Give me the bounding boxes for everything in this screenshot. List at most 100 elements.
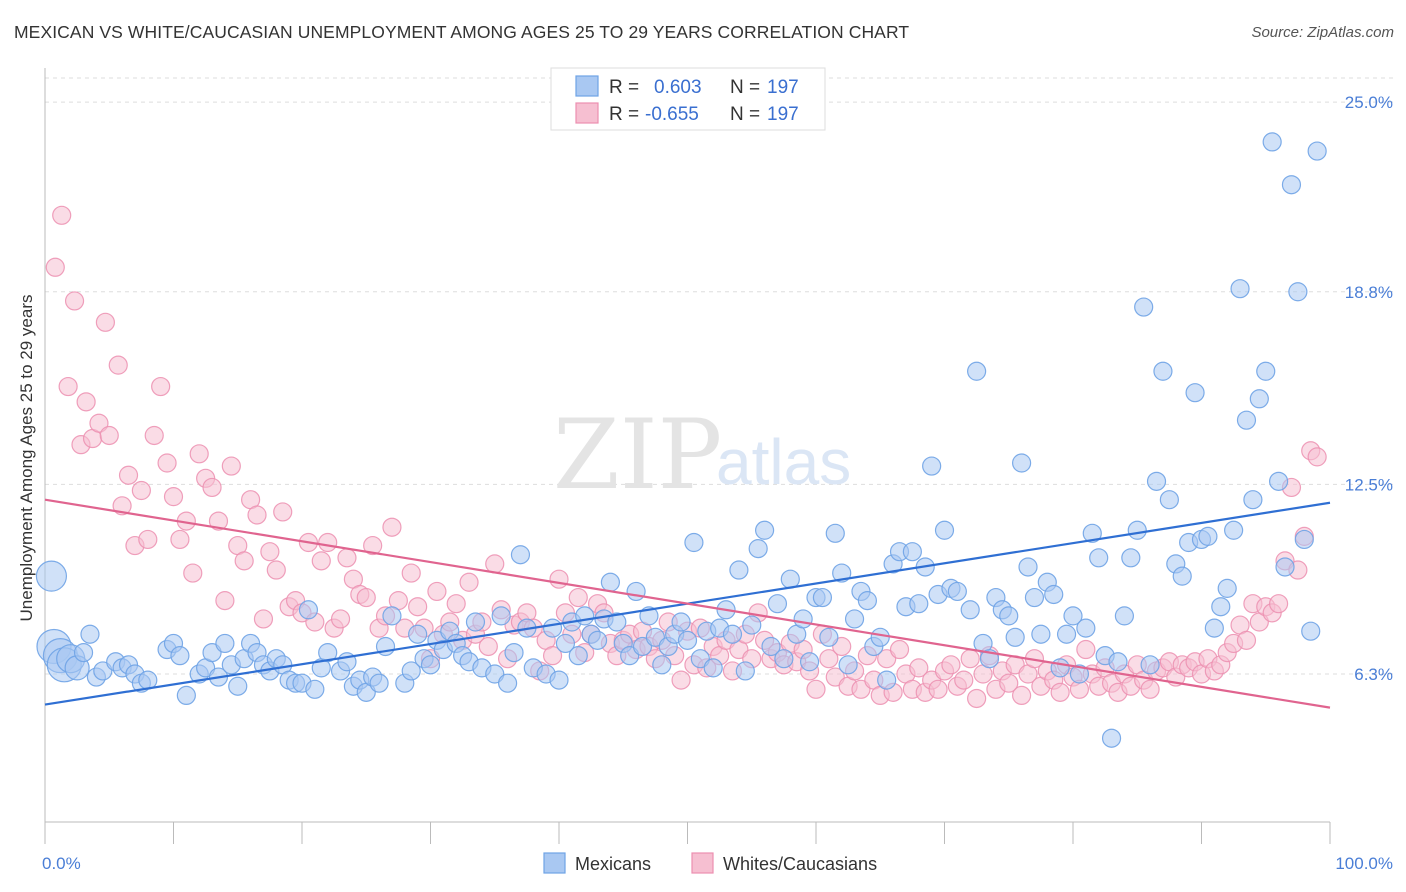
mexicans-point-40 (318, 642, 338, 663)
whites-point-7 (89, 413, 109, 433)
watermark-atlas: atlas (716, 426, 851, 498)
mexicans-point-75 (568, 646, 588, 666)
mexicans-point-99 (722, 624, 743, 644)
mexicans-point-135 (960, 600, 980, 620)
mexicans-point-128 (909, 594, 929, 614)
whites-point-98 (671, 670, 691, 690)
mexicans-point-153 (1076, 618, 1096, 638)
whites-point-25 (202, 477, 222, 498)
mexicans-point-161 (1127, 520, 1147, 540)
mexicans-point-88 (652, 655, 672, 675)
whites-point-69 (485, 554, 505, 574)
watermark: ZIP atlas (553, 399, 851, 511)
mexicans-point-113 (812, 587, 833, 608)
x-tick-label-1: 100.0% (1335, 854, 1393, 873)
whites-point-0 (45, 257, 65, 277)
mexicans-point-132 (934, 520, 955, 540)
whites-point-119 (806, 679, 826, 699)
watermark-zip: ZIP (553, 399, 722, 511)
whites-point-56 (401, 563, 421, 583)
x-tick-labels: 0.0% 100.0% (42, 854, 1393, 873)
whites-point-46 (337, 548, 357, 568)
whites-point-16 (144, 425, 164, 446)
mexicans-point-116 (832, 563, 852, 583)
mexicans-point-120 (857, 591, 878, 611)
mexicans-point-47 (369, 673, 389, 693)
mexicans-point-111 (799, 652, 820, 672)
mexicans-point-170 (1185, 383, 1205, 403)
mexicans-point-145 (1024, 587, 1045, 608)
whites-point-60 (427, 581, 447, 602)
whites-point-23 (189, 444, 209, 464)
y-axis-label: Unemployment Among Ages 25 to 29 years (17, 295, 36, 622)
mexicans-point-158 (1108, 652, 1128, 672)
legend-n-label-1: N = (730, 77, 760, 98)
mexicans-point-181 (1256, 361, 1276, 381)
legend-r-value-2: -0.655 (645, 104, 699, 125)
whites-point-138 (928, 679, 948, 699)
whites-point-197 (1307, 447, 1327, 467)
mexicans-point-26 (228, 676, 248, 696)
mexicans-point-37 (298, 600, 319, 620)
whites-point-20 (170, 529, 190, 550)
bottom-legend: Mexicans Whites/Caucasians (543, 852, 877, 874)
mexicans-point-155 (1089, 548, 1109, 568)
mexicans-point-76 (575, 606, 595, 626)
whites-point-157 (1050, 682, 1070, 702)
whites-point-142 (954, 670, 974, 690)
whites-point-53 (382, 517, 402, 537)
mexicans-point-184 (1275, 557, 1295, 577)
mexicans-point-18 (170, 646, 190, 666)
mexicans-point-189 (1307, 141, 1327, 161)
mexicans-point-173 (1204, 618, 1224, 638)
whites-point-82 (568, 587, 588, 608)
whites-point-143 (960, 649, 980, 669)
mexicans-point-49 (382, 606, 402, 626)
whites-point-17 (151, 376, 171, 397)
whites-point-43 (318, 532, 338, 553)
mexicans-point-114 (819, 627, 839, 647)
whites-point-26 (208, 511, 229, 531)
whites-point-11 (112, 496, 132, 516)
whites-trend-line (44, 498, 1331, 709)
mexicans-point-67 (510, 545, 531, 565)
mexicans-point-151 (1063, 606, 1083, 626)
mexicans-point-136 (967, 361, 987, 381)
mexicans-point-100 (729, 560, 749, 580)
y-tick-labels: 6.3% 12.5% 18.8% 25.0% (1345, 93, 1393, 684)
mexicans-point-71 (542, 618, 563, 638)
legend-pink-swatch (575, 102, 599, 124)
mexicans-point-93 (684, 532, 704, 553)
mexicans-point-159 (1114, 606, 1135, 626)
legend-box: R = 0.603 N = 197 R = -0.655 N = 197 (550, 67, 826, 131)
mexicans-point-162 (1134, 297, 1154, 317)
whites-point-12 (118, 465, 139, 485)
mexicans-point-134 (947, 581, 967, 602)
whites-point-10 (108, 355, 128, 375)
mexicans-point-110 (793, 609, 813, 629)
mexicans-point-65 (498, 673, 518, 693)
whites-point-14 (131, 480, 151, 501)
mexicans-point-175 (1217, 578, 1237, 598)
axes (44, 68, 1331, 844)
mexicans-point-150 (1056, 624, 1077, 644)
whites-point-36 (273, 502, 293, 522)
mexicans-point-54 (420, 655, 441, 675)
mexicans-point-38 (305, 679, 325, 699)
mexicans-point-105 (761, 636, 781, 657)
mexicans-point-24 (215, 633, 235, 654)
whites-point-19 (163, 487, 184, 507)
whites-point-3 (64, 291, 85, 311)
mexicans-point-182 (1262, 132, 1282, 152)
mexicans-point-117 (838, 655, 858, 675)
y-tick-label-3: 25.0% (1345, 93, 1393, 112)
mexicans-point-148 (1044, 584, 1064, 605)
bottom-legend-mexicans: Mexicans (575, 854, 651, 874)
source-label: Source: ZipAtlas.com (1251, 24, 1394, 41)
whites-point-9 (99, 425, 119, 446)
bottom-legend-blue-swatch (543, 852, 566, 874)
whites-point-34 (260, 542, 280, 562)
whites-point-50 (363, 535, 383, 556)
mexicans-point-144 (1018, 557, 1038, 577)
